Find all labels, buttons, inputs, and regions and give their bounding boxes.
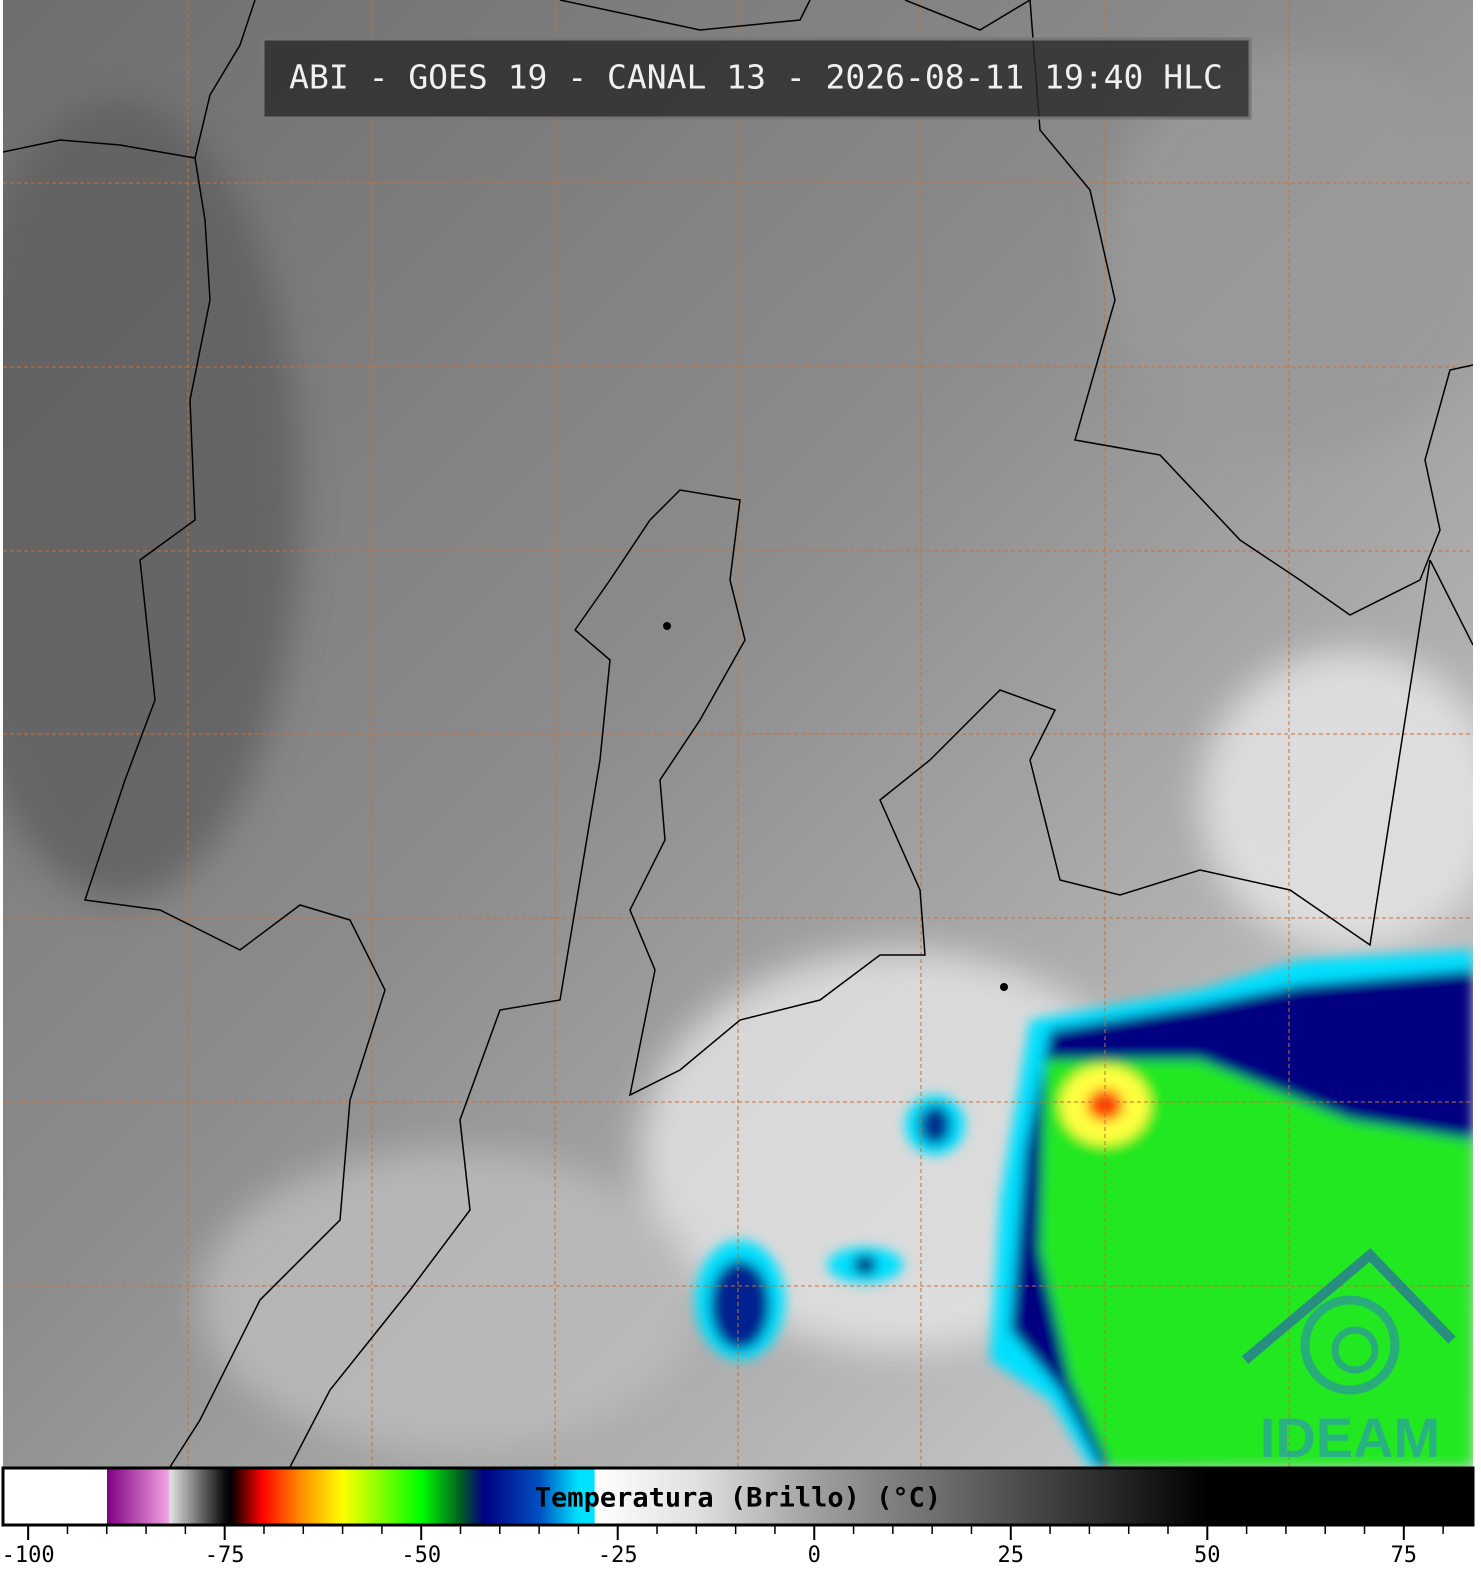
- tick-label: -100: [2, 1543, 55, 1568]
- tick-label: -75: [205, 1543, 245, 1568]
- logo-text: IDEAM: [1260, 1406, 1440, 1469]
- logo: IDEAM: [1241, 1248, 1456, 1469]
- tick-label: 0: [808, 1543, 821, 1568]
- colorbar-ticks: -100 -75 -50 -25 0 25 50 75: [2, 1526, 1444, 1568]
- borders: [3, 0, 1473, 1467]
- graticule: [3, 0, 1473, 1467]
- colorbar: [1, 1466, 1475, 1527]
- colorbar-label: Temperatura (Brillo) (°C): [535, 1483, 941, 1514]
- tick-label: -25: [598, 1543, 638, 1568]
- tick-label: 75: [1391, 1543, 1418, 1568]
- title-box: [261, 37, 1252, 120]
- title: ABI - GOES 19 - CANAL 13 - 2026-08-11 19…: [289, 58, 1223, 97]
- tick-label: 25: [998, 1543, 1025, 1568]
- map-image: IDEAM: [3, 0, 1473, 1469]
- tick-label: -50: [401, 1543, 441, 1568]
- tick-label: 50: [1194, 1543, 1221, 1568]
